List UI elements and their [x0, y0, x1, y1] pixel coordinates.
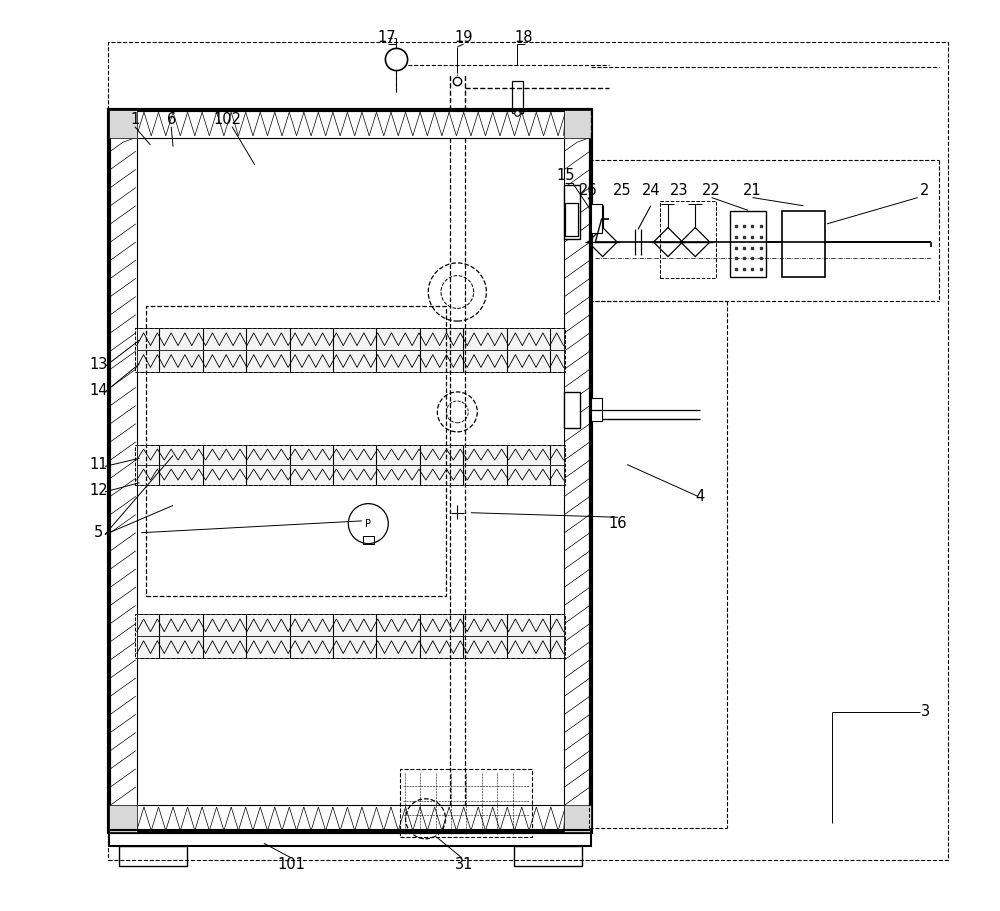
Bar: [109, 805, 137, 833]
Bar: [135, 614, 565, 658]
Bar: [512, 81, 523, 113]
Bar: [591, 204, 602, 233]
Text: 18: 18: [514, 30, 533, 46]
Bar: [137, 328, 564, 350]
Bar: [137, 350, 564, 372]
Text: 19: 19: [454, 30, 473, 46]
Bar: [514, 846, 582, 866]
Bar: [564, 185, 580, 240]
Text: 12: 12: [89, 483, 108, 497]
Text: 26: 26: [579, 183, 597, 198]
Bar: [137, 614, 564, 636]
Bar: [137, 138, 564, 805]
Text: 23: 23: [670, 183, 688, 198]
Bar: [146, 306, 446, 597]
Text: 17: 17: [377, 30, 396, 46]
Bar: [782, 211, 825, 277]
Bar: [135, 445, 565, 485]
Bar: [109, 830, 591, 846]
Bar: [400, 769, 532, 837]
Bar: [565, 203, 578, 236]
Bar: [564, 805, 591, 833]
Bar: [109, 110, 137, 138]
Bar: [135, 328, 565, 372]
Text: 15: 15: [556, 169, 575, 183]
Bar: [730, 211, 766, 277]
Text: 14: 14: [89, 383, 108, 397]
Bar: [137, 445, 564, 465]
Text: 22: 22: [702, 183, 721, 198]
Text: 13: 13: [89, 357, 108, 373]
Bar: [660, 201, 716, 279]
Text: 21: 21: [743, 183, 762, 198]
Text: 3: 3: [920, 704, 930, 719]
Bar: [119, 846, 187, 866]
Text: 16: 16: [609, 517, 627, 531]
Bar: [137, 636, 564, 658]
Text: 11: 11: [89, 457, 108, 472]
Text: 6: 6: [167, 112, 176, 127]
Text: 102: 102: [214, 112, 242, 127]
Bar: [564, 392, 580, 428]
Text: P: P: [365, 518, 371, 528]
Text: 2: 2: [920, 183, 930, 198]
Bar: [137, 465, 564, 485]
Text: 1: 1: [130, 112, 140, 127]
Text: 5: 5: [94, 526, 103, 540]
Text: 4: 4: [695, 489, 704, 504]
Text: 31: 31: [454, 856, 473, 872]
Text: 101: 101: [277, 856, 305, 872]
Bar: [591, 398, 602, 421]
Bar: [564, 110, 591, 138]
Bar: [109, 110, 591, 833]
Bar: [363, 537, 374, 544]
Text: 24: 24: [641, 183, 660, 198]
Text: 25: 25: [613, 183, 632, 198]
